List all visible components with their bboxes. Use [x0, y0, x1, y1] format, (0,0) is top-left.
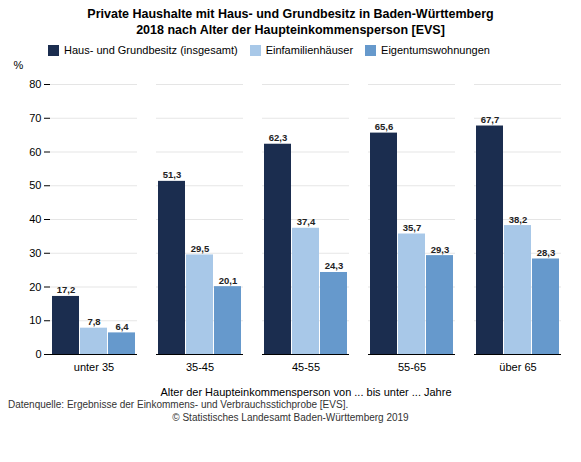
- html-text:Private Haushalte mit Haus- un: Private Haushalte mit Haus- und Grundbes…: [87, 7, 494, 21]
- svg-text:unter 35: unter 35: [74, 361, 114, 373]
- svg-text:35,7: 35,7: [403, 222, 422, 233]
- svg-text:28,3: 28,3: [537, 247, 556, 258]
- svg-text:62,3: 62,3: [269, 132, 288, 143]
- svg-text:40: 40: [29, 213, 41, 225]
- svg-text:17,2: 17,2: [57, 284, 76, 295]
- svg-text:24,3: 24,3: [325, 260, 344, 271]
- svg-text:6,4: 6,4: [115, 321, 129, 332]
- html-text:Eigentumswohnungen: Eigentumswohnungen: [381, 44, 490, 56]
- html-text:2018 nach Alter der Haupteinko: 2018 nach Alter der Haupteinkommensperso…: [136, 23, 445, 37]
- html-text:© Statistisches Landesamt Bade: © Statistisches Landesamt Baden-Württemb…: [172, 412, 409, 423]
- svg-text:29,3: 29,3: [431, 244, 450, 255]
- html-text:Haus- und Grundbesitz (insgesa: Haus- und Grundbesitz (insgesamt): [64, 44, 238, 56]
- svg-text:38,2: 38,2: [509, 214, 528, 225]
- svg-text:35-45: 35-45: [186, 361, 214, 373]
- svg-text:51,3: 51,3: [163, 169, 182, 180]
- svg-text:55-65: 55-65: [398, 361, 426, 373]
- svg-text:67,7: 67,7: [481, 114, 500, 125]
- svg-text:10: 10: [29, 314, 41, 326]
- svg-text:20: 20: [29, 281, 41, 293]
- svg-text:70: 70: [29, 112, 41, 124]
- html-text:Einfamilienhäuser: Einfamilienhäuser: [265, 44, 354, 56]
- svg-text:45-55: 45-55: [292, 361, 320, 373]
- svg-text:37,4: 37,4: [297, 216, 316, 227]
- svg-text:7,8: 7,8: [87, 316, 100, 327]
- svg-text:20,1: 20,1: [219, 275, 238, 286]
- svg-text:30: 30: [29, 247, 41, 259]
- svg-text:über 65: über 65: [499, 361, 536, 373]
- html-text:Datenquelle: Ergebnisse der Ei: Datenquelle: Ergebnisse der Einkommens- …: [8, 399, 349, 410]
- svg-text:29,5: 29,5: [191, 243, 210, 254]
- svg-text:50: 50: [29, 179, 41, 191]
- svg-text:Alter der Haupteinkommensperso: Alter der Haupteinkommensperson von ... …: [160, 386, 451, 398]
- svg-text:80: 80: [29, 78, 41, 90]
- svg-text:%: %: [14, 59, 24, 71]
- svg-text:65,6: 65,6: [375, 121, 394, 132]
- svg-text:0: 0: [35, 348, 41, 360]
- svg-text:60: 60: [29, 146, 41, 158]
